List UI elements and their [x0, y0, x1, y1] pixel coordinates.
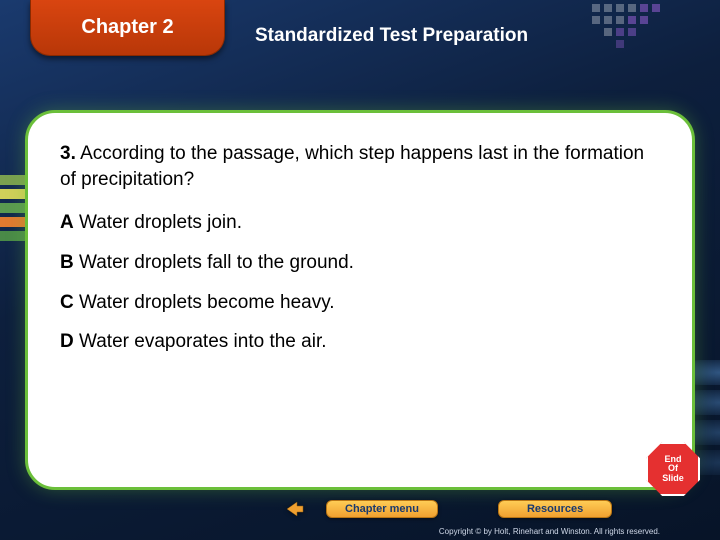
question: 3. According to the passage, which step … [60, 141, 660, 192]
end-line3: Slide [662, 474, 684, 483]
option-letter: C [60, 292, 74, 313]
subtitle-text: Standardized Test Preparation [255, 25, 528, 47]
question-text: According to the passage, which step hap… [60, 143, 644, 190]
option-letter: D [60, 331, 74, 352]
end-of-slide-sign: End Of Slide [646, 442, 700, 496]
prev-arrow-button[interactable] [280, 498, 308, 520]
question-number: 3. [60, 143, 76, 164]
option-b: B Water droplets fall to the ground. [60, 250, 660, 276]
chapter-tab: Chapter 2 [30, 0, 225, 56]
chevron-left-icon [283, 500, 305, 518]
option-text: Water evaporates into the air. [79, 331, 326, 352]
footer: Chapter menu Resources Copyright © by Ho… [0, 500, 720, 540]
copyright-text: Copyright © by Holt, Rinehart and Winsto… [439, 527, 660, 536]
option-c: C Water droplets become heavy. [60, 290, 660, 316]
resources-button[interactable]: Resources [498, 500, 612, 518]
stop-octagon-icon: End Of Slide [646, 442, 700, 496]
chapter-label: Chapter 2 [81, 16, 173, 39]
chapter-menu-button[interactable]: Chapter menu [326, 500, 438, 518]
option-d: D Water evaporates into the air. [60, 329, 660, 355]
option-text: Water droplets fall to the ground. [79, 252, 354, 273]
resources-label: Resources [527, 503, 583, 515]
option-text: Water droplets join. [79, 212, 242, 233]
option-text: Water droplets become heavy. [79, 292, 335, 313]
option-letter: A [60, 212, 74, 233]
option-letter: B [60, 252, 74, 273]
chapter-menu-label: Chapter menu [345, 503, 419, 515]
header: Chapter 2 Standardized Test Preparation [0, 0, 720, 60]
option-a: A Water droplets join. [60, 210, 660, 236]
content-frame: 3. According to the passage, which step … [25, 110, 695, 490]
nav-bar: Chapter menu Resources [0, 498, 720, 520]
subtitle-area: Standardized Test Preparation [225, 0, 720, 60]
slide-container: Chapter 2 Standardized Test Preparation … [0, 0, 720, 540]
